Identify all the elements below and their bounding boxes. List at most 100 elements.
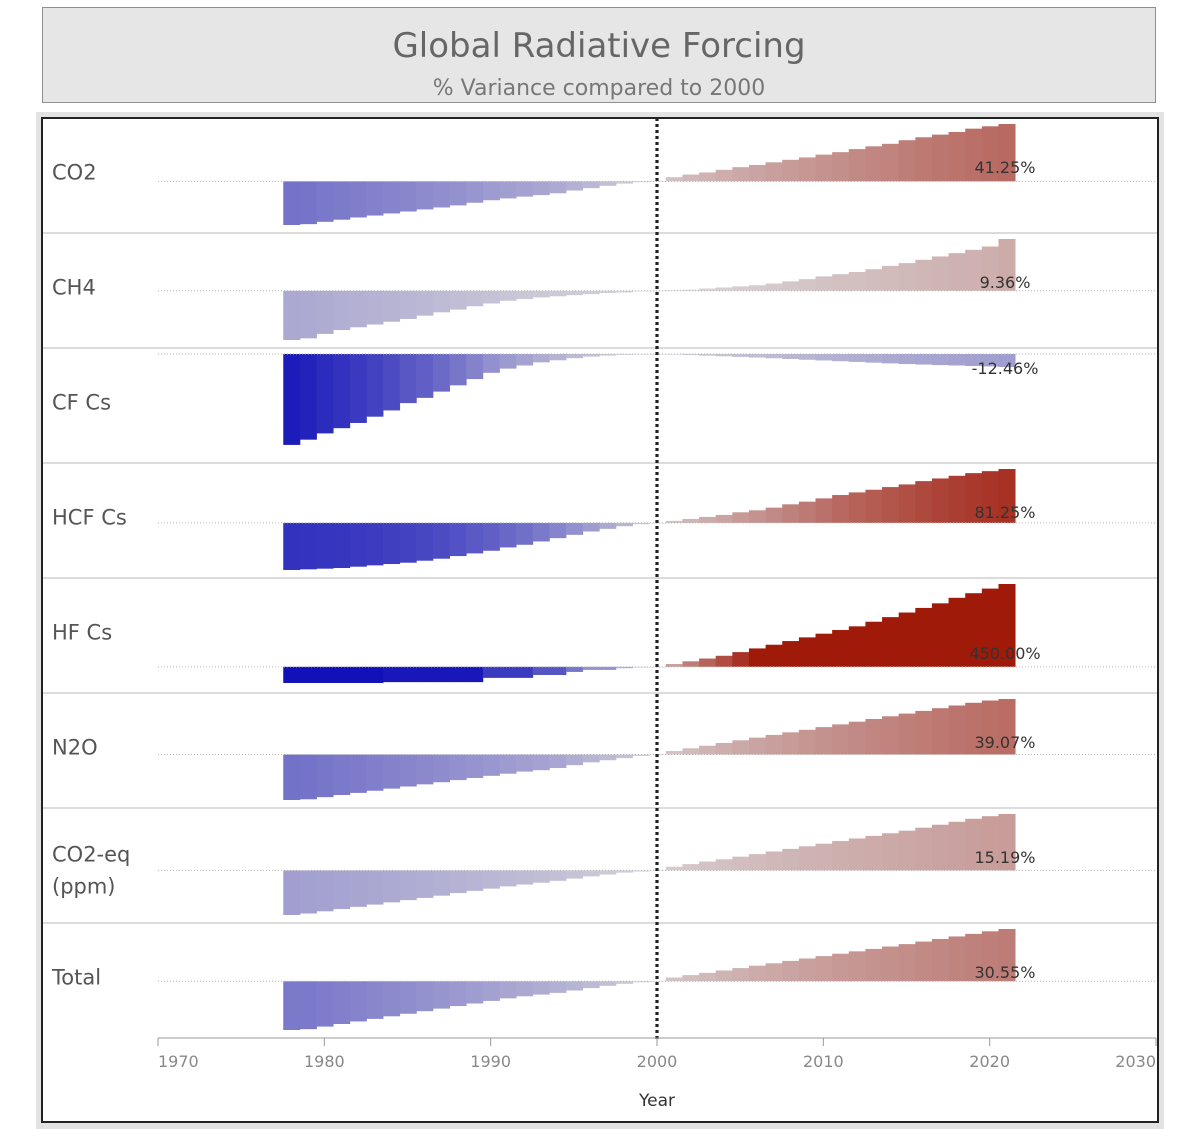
bar-1983	[366, 754, 384, 791]
bar-2000	[649, 290, 667, 292]
bar-1983	[366, 522, 384, 566]
row-n2o: N2O 39.07%	[43, 692, 1157, 800]
bar-2015	[898, 263, 916, 291]
bar-2017	[931, 478, 949, 523]
bar-2018	[948, 936, 966, 982]
bar-2003	[699, 516, 717, 523]
bar-1990	[482, 666, 500, 678]
bar-1990	[482, 522, 500, 551]
bar-2001	[665, 750, 683, 755]
bar-1979	[299, 181, 317, 225]
bar-2020	[981, 931, 999, 982]
bar-2018	[948, 705, 966, 755]
percent-label: 39.07%	[974, 733, 1035, 752]
percent-label: -12.46%	[972, 359, 1039, 378]
bar-2006	[748, 648, 767, 667]
bar-2011	[832, 630, 850, 667]
bar-2018	[948, 821, 966, 871]
bar-2013	[865, 354, 883, 363]
bar-2001	[665, 177, 683, 182]
bar-2002	[682, 174, 700, 182]
bar-1983	[366, 290, 384, 325]
bar-1998	[615, 522, 633, 527]
bar-1992	[516, 870, 534, 885]
bar-1994	[549, 522, 567, 539]
bar-1980	[316, 290, 334, 334]
bar-2020	[981, 700, 999, 755]
bar-2017	[931, 354, 949, 366]
bar-1997	[599, 522, 617, 529]
bar-2008	[782, 504, 800, 523]
bar-2011	[832, 724, 850, 755]
bar-2013	[865, 948, 883, 982]
bar-2017	[931, 256, 949, 291]
bar-1989	[466, 870, 484, 891]
bar-2016	[915, 607, 933, 667]
bar-2011	[832, 152, 850, 182]
bar-1988	[449, 522, 467, 557]
bar-2006	[748, 164, 767, 182]
bar-1990	[482, 354, 500, 373]
bar-1988	[449, 290, 467, 310]
row-label: Total	[51, 966, 101, 990]
bar-2019	[965, 249, 983, 291]
bar-2002	[682, 864, 700, 871]
bar-2019	[965, 933, 983, 982]
bar-2010	[815, 956, 833, 982]
bar-2013	[865, 718, 883, 755]
bar-1979	[299, 666, 317, 683]
bar-2008	[782, 641, 800, 667]
bar-1985	[399, 354, 417, 404]
bar-2009	[798, 501, 816, 523]
row-hcf-cs: HCF Cs 81.25%	[43, 462, 1157, 570]
bar-2005	[732, 354, 750, 357]
bar-2009	[798, 637, 816, 667]
bar-1996	[582, 754, 600, 763]
bar-2010	[815, 354, 833, 361]
bar-2019	[965, 593, 983, 667]
bar-1994	[549, 870, 567, 881]
bar-1982	[349, 870, 367, 907]
bar-2014	[882, 354, 900, 364]
bar-2021	[998, 929, 1016, 982]
bar-1992	[516, 754, 534, 772]
row-co2-eq-ppm-: CO2-eq (ppm) 15.19%	[43, 807, 1157, 915]
bar-1993	[532, 522, 550, 542]
bar-2004	[715, 655, 733, 667]
bar-1993	[532, 181, 550, 196]
bar-1990	[482, 290, 500, 304]
bar-2003	[699, 745, 717, 755]
bar-2008	[782, 354, 800, 360]
bar-1995	[566, 754, 584, 766]
bar-1996	[582, 354, 600, 357]
bar-2005	[732, 856, 750, 871]
bar-1978	[283, 666, 301, 683]
bar-1984	[383, 290, 401, 322]
bar-1987	[432, 754, 450, 783]
bar-1978	[283, 354, 301, 445]
bar-1980	[316, 522, 334, 569]
bar-2006	[748, 354, 767, 358]
bar-1981	[333, 290, 351, 331]
row-ch4: CH4 9.36%	[43, 232, 1157, 340]
bar-2012	[848, 721, 866, 755]
bar-1980	[316, 870, 334, 912]
bar-1998	[615, 290, 633, 293]
bar-2011	[832, 953, 850, 982]
title-panel: Global Radiative Forcing % Variance comp…	[42, 7, 1156, 103]
bar-1994	[549, 181, 567, 194]
bar-1979	[299, 870, 317, 914]
bar-1981	[333, 666, 351, 683]
bar-1978	[283, 290, 301, 340]
bar-2007	[765, 354, 783, 359]
bar-2015	[898, 612, 916, 667]
bar-2015	[898, 944, 916, 982]
bar-2016	[915, 941, 933, 982]
bar-1993	[532, 354, 550, 363]
bar-1990	[482, 981, 500, 1001]
percent-label: 450.00%	[969, 644, 1040, 663]
bar-1980	[316, 981, 334, 1027]
bar-1998	[615, 354, 633, 355]
bar-1993	[532, 754, 550, 771]
bar-1984	[383, 181, 401, 214]
